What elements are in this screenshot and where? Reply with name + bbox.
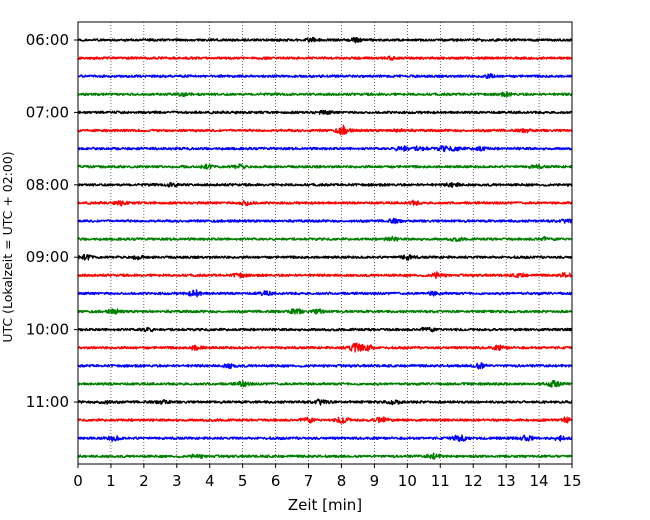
x-tick-label: 5 [238,472,248,490]
trace-line [77,235,573,243]
trace-line [77,342,573,353]
trace-line [77,253,573,261]
trace-line [77,91,573,98]
trace-line [77,362,573,370]
x-tick-label: 6 [271,472,281,490]
trace-line [77,199,573,207]
y-tick-label: 10:00 [26,321,69,339]
trace-line [77,163,573,170]
x-tick-label: 2 [139,472,149,490]
trace-line [77,109,573,115]
trace-line [77,452,573,460]
trace-line [77,434,573,443]
y-tick-label: 11:00 [26,393,69,411]
x-tick-label: 8 [337,472,347,490]
trace-line [77,416,573,424]
x-tick-label: 10 [398,472,417,490]
x-tick-label: 12 [464,472,483,490]
x-tick-label: 7 [304,472,314,490]
trace-line [77,379,573,388]
trace-line [77,398,573,406]
trace-line [77,73,573,79]
x-tick-label: 15 [562,472,581,490]
trace-line [77,55,573,61]
plot-frame [77,21,573,465]
x-tick-label: 14 [530,472,549,490]
trace-line [77,145,573,153]
trace-line [77,326,573,333]
x-tick-label: 13 [497,472,516,490]
x-tick-label: 1 [106,472,116,490]
trace-line [77,124,573,136]
y-tick-label: 08:00 [26,176,69,194]
grid-lines [110,22,540,464]
x-axis: 0 1 2 3 4 5 6 7 8 9 10 11 12 13 14 15 [73,464,582,490]
y-axis-title: UTC (Lokalzeit = UTC + 02:00) [0,151,15,342]
trace-line [77,181,573,189]
x-axis-title: Zeit [min] [288,496,362,514]
y-axis: 06:00 07:00 08:00 09:00 10:00 11:00 [26,31,78,411]
y-tick-label: 09:00 [26,248,69,266]
x-tick-label: 3 [172,472,182,490]
trace-line [77,289,573,298]
trace-line [77,217,573,225]
trace-line [77,308,573,315]
x-tick-label: 11 [431,472,450,490]
x-tick-label: 0 [73,472,83,490]
x-tick-label: 4 [205,472,215,490]
traces [77,36,573,460]
y-tick-label: 07:00 [26,103,69,121]
trace-line [77,36,573,44]
trace-line [77,271,573,280]
x-tick-label: 9 [370,472,380,490]
y-tick-label: 06:00 [26,31,69,49]
